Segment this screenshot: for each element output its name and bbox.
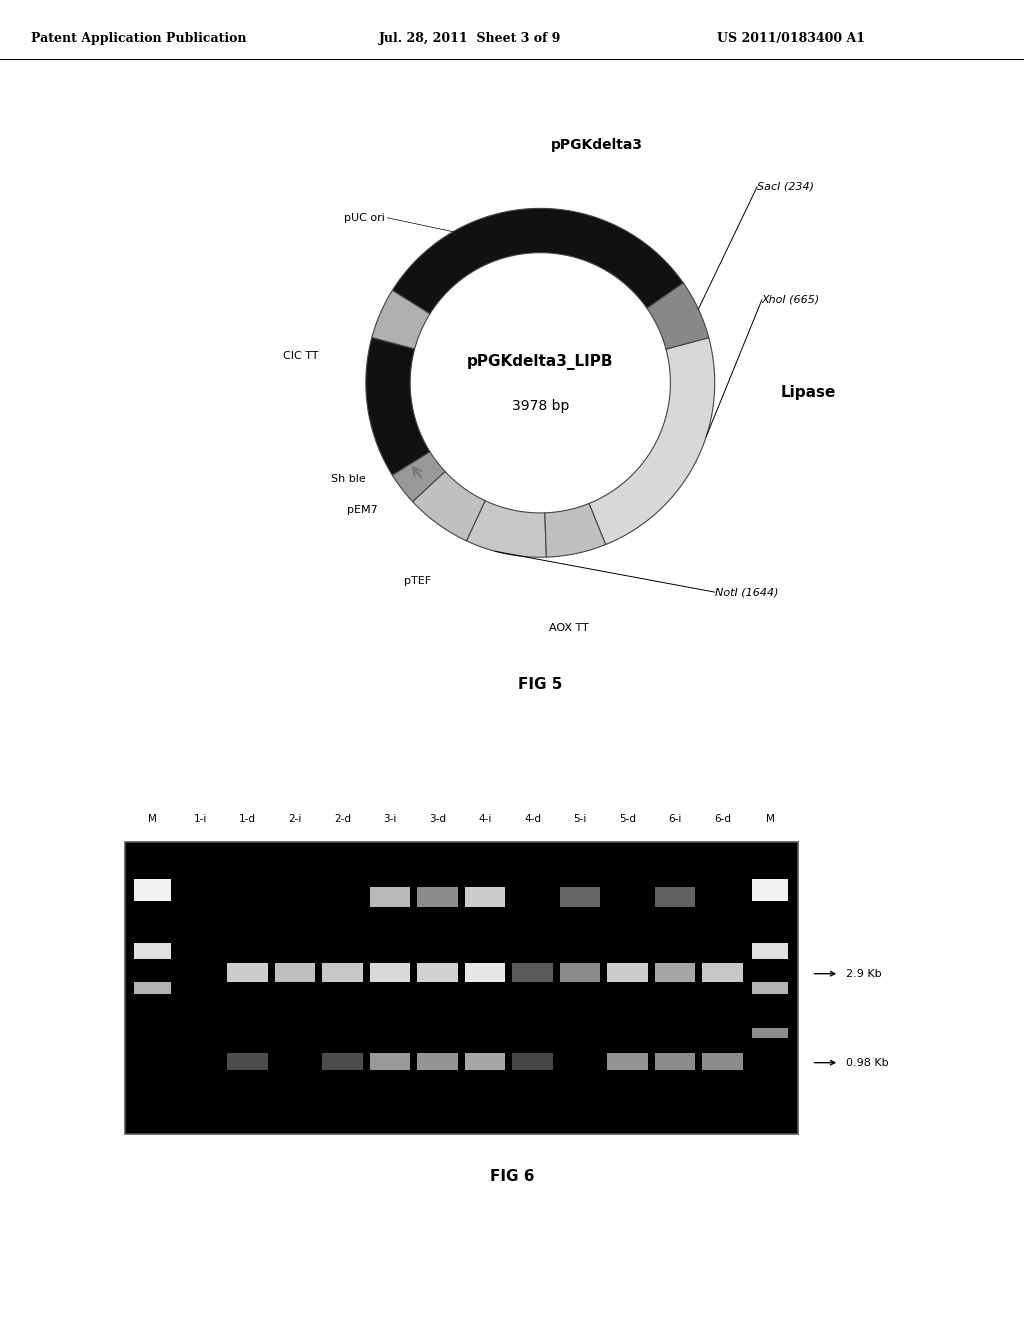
Bar [560, 962, 600, 982]
Bar [227, 962, 268, 982]
Text: Patent Application Publication: Patent Application Publication [31, 32, 246, 45]
Text: 2-i: 2-i [289, 814, 302, 825]
Text: pPGKdelta3_LIPB: pPGKdelta3_LIPB [467, 354, 613, 370]
Bar [370, 887, 411, 907]
Bar [607, 962, 648, 982]
Polygon shape [372, 290, 430, 348]
Text: US 2011/0183400 A1: US 2011/0183400 A1 [717, 32, 865, 45]
Text: SacI (234): SacI (234) [757, 182, 814, 191]
Text: M: M [148, 814, 157, 825]
Bar [512, 962, 553, 982]
Bar [418, 887, 458, 907]
Polygon shape [647, 282, 709, 348]
Bar [370, 962, 411, 982]
Text: NotI (1644): NotI (1644) [715, 587, 778, 597]
Polygon shape [545, 503, 605, 557]
Polygon shape [366, 338, 430, 475]
Bar [465, 887, 505, 907]
Text: pTEF: pTEF [404, 576, 431, 586]
Text: 2-d: 2-d [334, 814, 351, 825]
Text: 2.9 Kb: 2.9 Kb [846, 969, 882, 978]
Bar [323, 1053, 362, 1071]
Polygon shape [392, 451, 445, 502]
Bar [125, 842, 798, 1134]
Bar [323, 962, 362, 982]
Text: 1-d: 1-d [239, 814, 256, 825]
Bar [654, 887, 695, 907]
Bar [752, 879, 788, 900]
Bar [418, 1053, 458, 1071]
Text: 4-i: 4-i [478, 814, 492, 825]
Bar [370, 1053, 411, 1071]
Bar [134, 879, 171, 900]
Polygon shape [413, 471, 485, 541]
Text: Sh ble: Sh ble [331, 474, 366, 484]
Text: FIG 5: FIG 5 [518, 677, 562, 692]
Text: 3-i: 3-i [383, 814, 396, 825]
Text: 1-i: 1-i [194, 814, 207, 825]
Text: 5-i: 5-i [573, 814, 587, 825]
Bar [465, 1053, 505, 1071]
Text: XhoI (665): XhoI (665) [762, 294, 820, 305]
Bar [560, 887, 600, 907]
Bar [227, 1053, 268, 1071]
Bar [752, 982, 788, 994]
Bar [512, 1053, 553, 1071]
Bar [752, 942, 788, 960]
Polygon shape [589, 338, 715, 545]
Text: 5-d: 5-d [620, 814, 636, 825]
Text: 0.98 Kb: 0.98 Kb [846, 1057, 888, 1068]
Text: Jul. 28, 2011  Sheet 3 of 9: Jul. 28, 2011 Sheet 3 of 9 [379, 32, 561, 45]
Text: CIC TT: CIC TT [284, 351, 318, 362]
Polygon shape [467, 500, 547, 557]
Text: pUC ori: pUC ori [344, 213, 385, 223]
Bar [465, 962, 505, 982]
Text: 3-d: 3-d [429, 814, 446, 825]
Text: FIG 6: FIG 6 [489, 1168, 535, 1184]
Text: 4-d: 4-d [524, 814, 541, 825]
Bar [274, 962, 315, 982]
Bar [752, 1028, 788, 1038]
Text: M: M [766, 814, 774, 825]
Bar [134, 942, 171, 960]
Bar [654, 962, 695, 982]
Text: pEM7: pEM7 [347, 506, 378, 515]
Text: Lipase: Lipase [780, 384, 836, 400]
Text: pPGKdelta3: pPGKdelta3 [551, 137, 643, 152]
Bar [702, 1053, 742, 1071]
Bar [654, 1053, 695, 1071]
Bar [607, 1053, 648, 1071]
Bar [418, 962, 458, 982]
Text: AOX TT: AOX TT [549, 623, 589, 634]
Bar [702, 962, 742, 982]
Text: 3978 bp: 3978 bp [512, 400, 569, 413]
Bar [134, 982, 171, 994]
Text: 6-d: 6-d [714, 814, 731, 825]
Text: 6-i: 6-i [669, 814, 682, 825]
Polygon shape [392, 209, 683, 314]
